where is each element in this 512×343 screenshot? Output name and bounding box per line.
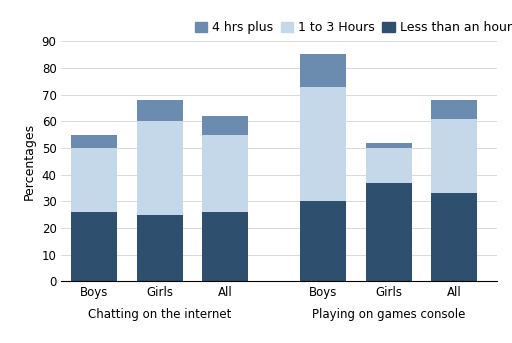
Bar (366, 143, 412, 148)
Bar (71, 134, 117, 148)
Bar (431, 100, 477, 119)
Bar (71, 148, 117, 212)
Y-axis label: Percentages: Percentages (23, 123, 36, 200)
Bar (202, 212, 248, 281)
Bar (301, 86, 346, 201)
Bar (202, 116, 248, 134)
Legend: 4 hrs plus, 1 to 3 Hours, Less than an hour: 4 hrs plus, 1 to 3 Hours, Less than an h… (189, 16, 512, 39)
Bar (431, 193, 477, 281)
Bar (137, 121, 182, 215)
Bar (366, 148, 412, 182)
Text: Playing on games console: Playing on games console (312, 308, 465, 321)
Bar (202, 134, 248, 212)
Bar (301, 55, 346, 86)
Bar (431, 119, 477, 193)
Bar (137, 100, 182, 121)
Bar (137, 215, 182, 281)
Bar (366, 182, 412, 281)
Bar (301, 201, 346, 281)
Text: Chatting on the internet: Chatting on the internet (88, 308, 231, 321)
Bar (71, 212, 117, 281)
